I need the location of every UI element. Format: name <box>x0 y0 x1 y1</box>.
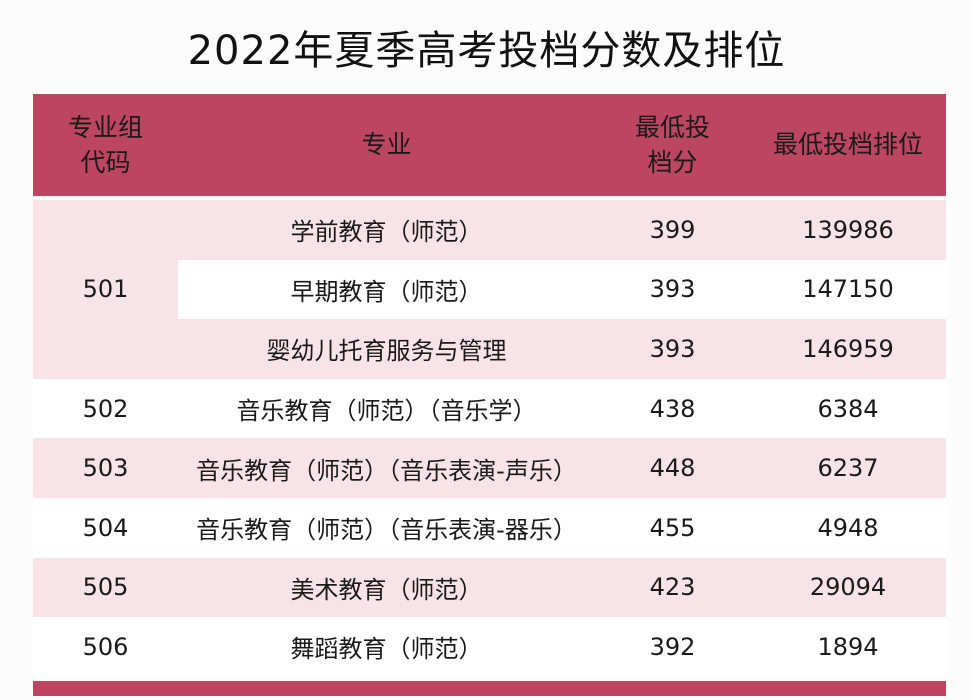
cell-rank: 146959 <box>750 319 946 379</box>
cell-score: 448 <box>595 438 750 498</box>
table-header-row: 专业组 代码 专业 最低投 档分 最低投档排位 <box>33 94 946 196</box>
cell-score: 392 <box>649 632 696 661</box>
cell-rank: 147150 <box>802 275 894 304</box>
cell-group-code-501: 501 <box>33 200 178 379</box>
page-title: 2022年夏季高考投档分数及排位 <box>187 28 786 74</box>
cell-group-code: 502 <box>82 394 129 423</box>
cell-rank: 139986 <box>750 200 946 260</box>
cell-score: 393 <box>649 275 696 304</box>
cell-major: 音乐教育（师范）（音乐学） <box>236 397 537 426</box>
scores-table: 专业组 代码 专业 最低投 档分 最低投档排位 501 学前教育（师范） 399… <box>33 94 946 696</box>
table-body: 501 学前教育（师范） 399 139986 早期教育（师范） 393 147… <box>33 200 946 677</box>
cell-major: 学前教育（师范） <box>178 200 595 260</box>
cell-score: 399 <box>595 200 750 260</box>
cell-major: 婴幼儿托育服务与管理 <box>178 319 595 379</box>
cell-rank: 6384 <box>817 394 879 423</box>
cell-group-code: 506 <box>82 632 129 661</box>
cell-score: 455 <box>649 513 696 542</box>
cell-rank: 1894 <box>817 632 879 661</box>
table-footer-bar <box>33 680 946 696</box>
cell-major: 美术教育（师范） <box>178 557 595 618</box>
cell-major: 音乐教育（师范）（音乐表演-声乐） <box>178 438 595 498</box>
cell-score: 423 <box>595 557 750 618</box>
cell-major: 早期教育（师范） <box>290 277 483 306</box>
title-area: 2022年夏季高考投档分数及排位 <box>0 0 973 94</box>
cell-score: 393 <box>595 319 750 379</box>
cell-group-code: 504 <box>82 513 129 542</box>
cell-major: 舞蹈教育（师范） <box>290 635 483 664</box>
cell-rank: 4948 <box>817 513 879 542</box>
column-header-group-code: 专业组 代码 <box>67 112 143 178</box>
cell-rank: 29094 <box>750 557 946 618</box>
column-header-min-score: 最低投 档分 <box>634 112 710 178</box>
cell-group-code: 505 <box>33 557 178 618</box>
cell-score: 438 <box>649 394 696 423</box>
cell-major: 音乐教育（师范）（音乐表演-器乐） <box>196 516 577 545</box>
cell-group-code: 503 <box>33 438 178 498</box>
cell-rank: 6237 <box>750 438 946 498</box>
column-header-min-rank: 最低投档排位 <box>772 130 923 160</box>
column-header-major: 专业 <box>361 130 412 160</box>
